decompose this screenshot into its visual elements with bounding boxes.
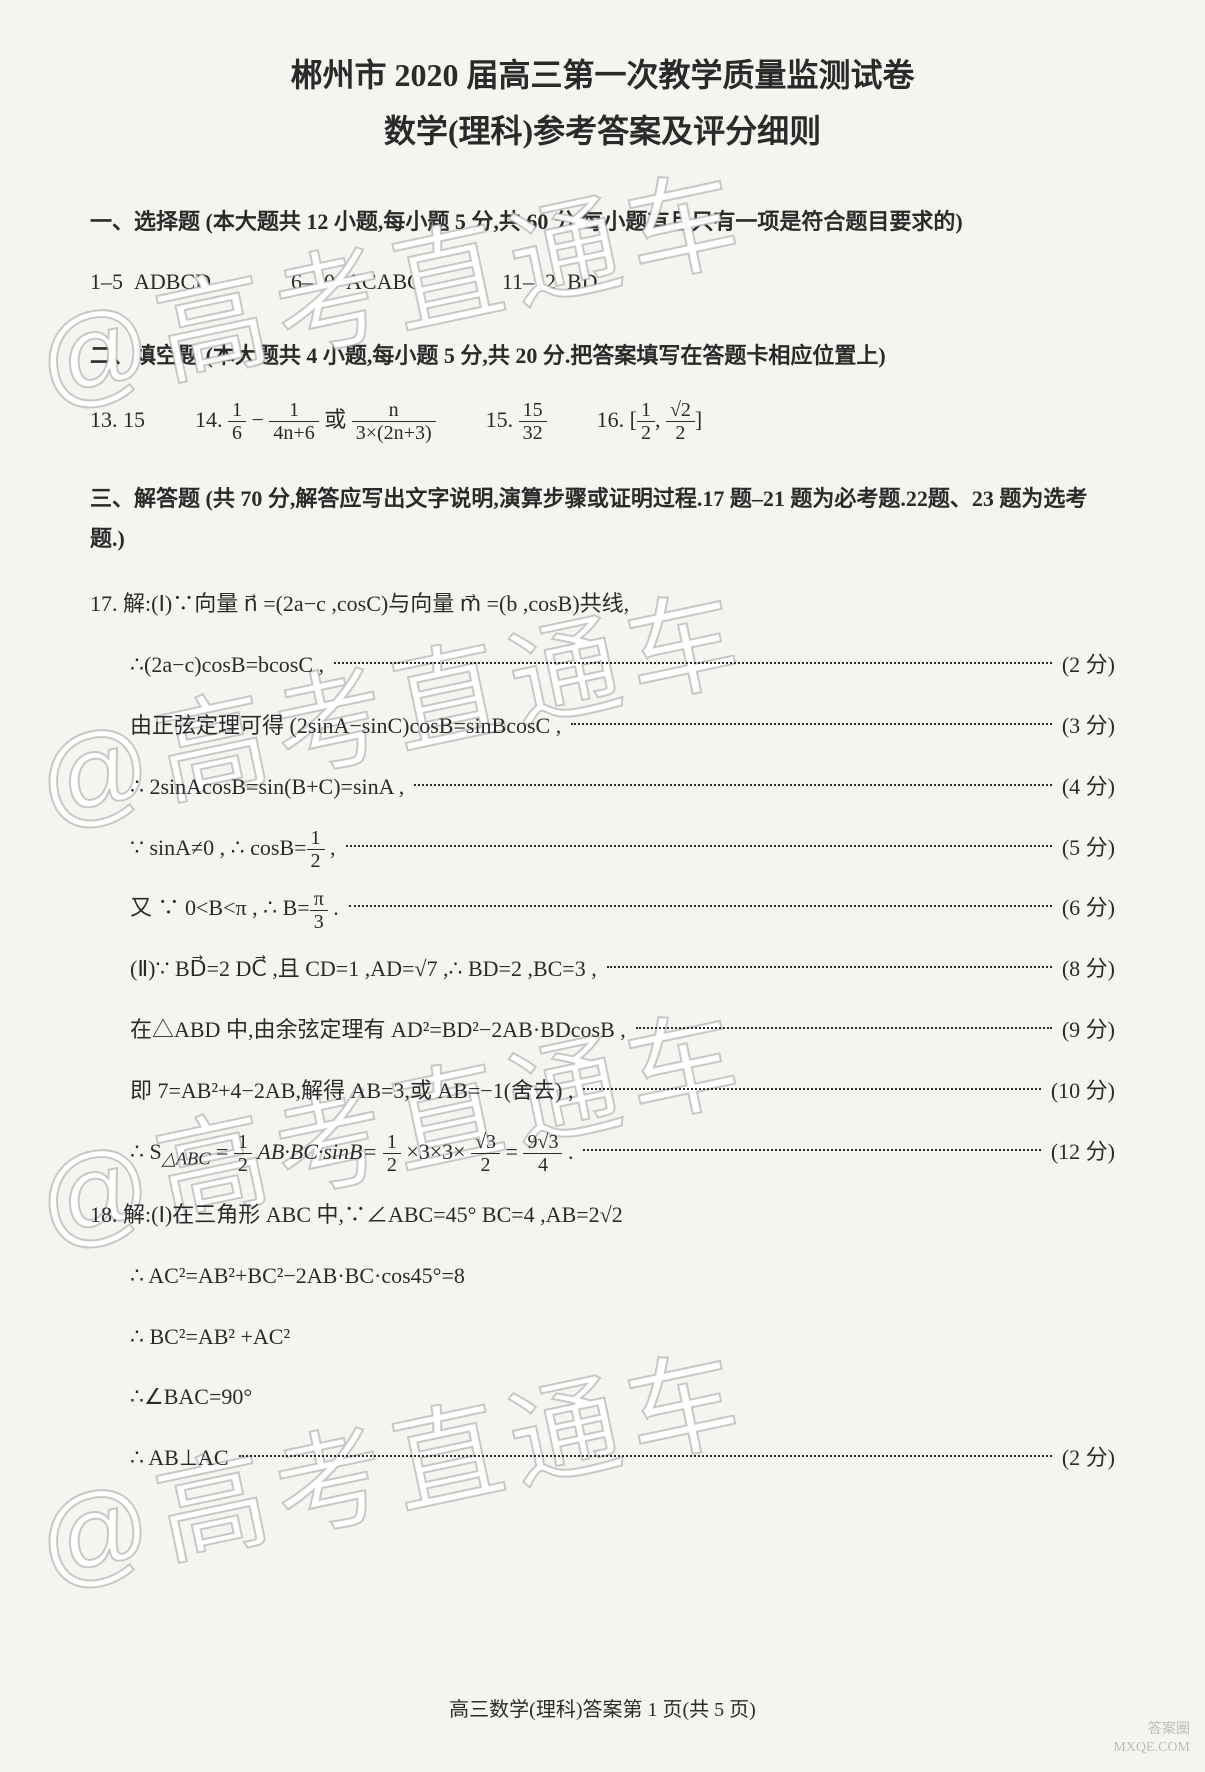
answers-1-5: 1–5 ADBCD — [90, 262, 211, 302]
section1-answers: 1–5 ADBCD 6–10 ACABC 11–12 BD — [90, 262, 1115, 302]
q17-line1: 17. 解:(Ⅰ)∵向量 n⃗ =(2a−c ,cosC)与向量 m⃗ =(b … — [90, 578, 1115, 631]
q17-line4: ∴ 2sinAcosB=sin(B+C)=sinA ,(4 分) — [90, 761, 1115, 814]
q14: 14. 16 − 14n+6 或 n3×(2n+3) — [195, 396, 436, 444]
q17-line8: 在△ABD 中,由余弦定理有 AD²=BD²−2AB·BDcosB ,(9 分) — [90, 1004, 1115, 1057]
section2-heading: 二、填空题 (本大题共 4 小题,每小题 5 分,共 20 分.把答案填写在答题… — [90, 336, 1115, 376]
q13: 13. 15 — [90, 396, 145, 444]
answers-11-12: 11–12 BD — [502, 262, 598, 302]
q17-line5: ∵ sinA≠0 , ∴ cosB=12 , (5 分) — [90, 822, 1115, 875]
q15: 15. 1532 — [486, 396, 547, 444]
q17-line7: (Ⅱ)∵ BD⃗=2 DC⃗ ,且 CD=1 ,AD=√7 ,∴ BD=2 ,B… — [90, 943, 1115, 996]
corner-watermark: 答案圈 MXQE.COM — [1113, 1721, 1190, 1757]
page-title-line2: 数学(理科)参考答案及评分细则 — [90, 106, 1115, 152]
q17-line10: ∴ S△ABC = 12 AB·BC·sinB= 12 ×3×3× √32 = … — [90, 1126, 1115, 1181]
q17-line3: 由正弦定理可得 (2sinA−sinC)cosB=sinBcosC ,(3 分) — [90, 700, 1115, 753]
q17-line9: 即 7=AB²+4−2AB,解得 AB=3,或 AB=−1(舍去) ,(10 分… — [90, 1065, 1115, 1118]
page-title-line1: 郴州市 2020 届高三第一次教学质量监测试卷 — [90, 50, 1115, 96]
q18-line1: 18. 解:(Ⅰ)在三角形 ABC 中,∵∠ABC=45° BC=4 ,AB=2… — [90, 1189, 1115, 1242]
page-footer: 高三数学(理科)答案第 1 页(共 5 页) — [0, 1693, 1205, 1722]
q16: 16. [12, √22] — [597, 396, 703, 444]
section2-answers: 13. 15 14. 16 − 14n+6 或 n3×(2n+3) 15. 15… — [90, 396, 1115, 444]
q17-line2: ∴(2a−c)cosB=bcosC ,(2 分) — [90, 639, 1115, 692]
q18-line5: ∴ AB⊥AC(2 分) — [90, 1432, 1115, 1485]
section1-heading: 一、选择题 (本大题共 12 小题,每小题 5 分,共 60 分.每小题有且只有… — [90, 202, 1115, 242]
section3-heading: 三、解答题 (共 70 分,解答应写出文字说明,演算步骤或证明过程.17 题–2… — [90, 479, 1115, 558]
answers-6-10: 6–10 ACABC — [291, 262, 422, 302]
q18-line4: ∴∠BAC=90° — [90, 1371, 1115, 1424]
q18-line2: ∴ AC²=AB²+BC²−2AB·BC·cos45°=8 — [90, 1250, 1115, 1303]
q17-line6: 又 ∵ 0<B<π , ∴ B=π3 . (6 分) — [90, 882, 1115, 935]
q18-line3: ∴ BC²=AB² +AC² — [90, 1311, 1115, 1364]
